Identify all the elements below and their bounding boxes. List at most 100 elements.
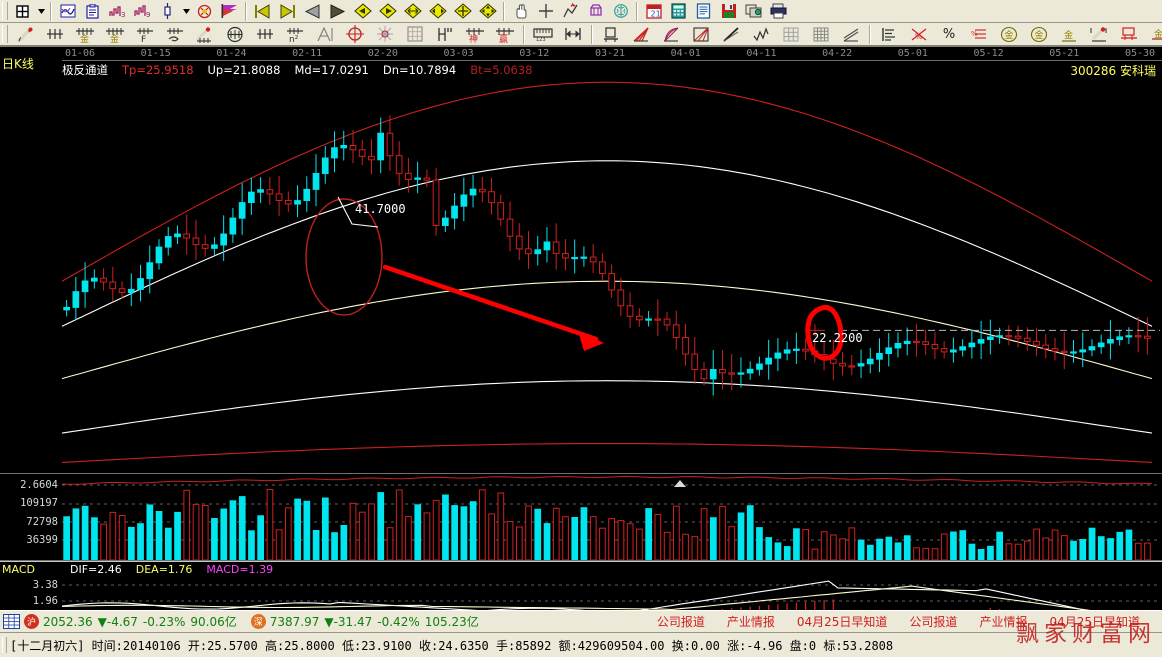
n2-marks-icon[interactable]: n² [280, 23, 310, 45]
skip-end-icon[interactable] [275, 1, 300, 22]
floppy-disk-icon[interactable] [716, 1, 741, 22]
news-item[interactable]: 公司报道 [656, 615, 705, 629]
index-sh-group[interactable]: 沪 2052.36 ▼-4.67 -0.23% 90.06亿 [24, 613, 251, 630]
calculator-icon[interactable] [666, 1, 691, 22]
pen-line-icon[interactable] [1084, 23, 1114, 45]
news-item[interactable]: 产业情报 [979, 615, 1028, 629]
pen-marks-icon[interactable] [190, 23, 220, 45]
candle-icon[interactable] [155, 1, 180, 22]
wave-marks-icon[interactable] [160, 23, 190, 45]
skip-start-icon[interactable] [250, 1, 275, 22]
overlay-icon[interactable] [55, 1, 80, 22]
grid-icon[interactable] [776, 23, 806, 45]
status-grip [2, 637, 7, 653]
parallel-lines-icon[interactable] [836, 23, 866, 45]
trendline-icon[interactable] [716, 23, 746, 45]
h-quote-icon[interactable] [430, 23, 460, 45]
macd-header: DIF=2.46 DEA=1.76 MACD=1.39 [70, 563, 287, 576]
price-pane[interactable]: 41.7000 22.2200 [0, 77, 1162, 475]
indicator-3-icon[interactable]: 3 [105, 1, 130, 22]
gold-box-line-icon[interactable]: 金 [1144, 23, 1162, 45]
spider-icon[interactable] [370, 23, 400, 45]
pen-red-icon[interactable] [10, 23, 40, 45]
volume-pane[interactable]: 2.6604 109197 72798 36399 [0, 475, 1162, 562]
crosshair-icon[interactable] [533, 1, 558, 22]
play-right-icon[interactable] [325, 1, 350, 22]
clipboard-icon[interactable] [80, 1, 105, 22]
news-item[interactable]: 04月25日早知道 [796, 615, 888, 629]
svg-text:金: 金 [1005, 29, 1014, 41]
market-index-bar: 沪 2052.36 ▼-4.67 -0.23% 90.06亿 深 7387.97… [0, 610, 1162, 632]
all-marks-icon[interactable] [310, 23, 340, 45]
arrows-horizontal-diamond-icon[interactable] [400, 1, 425, 22]
date-tick: 03-12 [519, 48, 550, 59]
indicator-tp: Tp=25.9518 [122, 63, 194, 77]
red-box-line-icon[interactable] [1114, 23, 1144, 45]
target-icon[interactable] [340, 23, 370, 45]
svg-text:F: F [141, 35, 146, 43]
fan-box-icon[interactable] [686, 23, 716, 45]
circle-marks-icon[interactable] [220, 23, 250, 45]
percent-lines-icon[interactable]: % [964, 23, 994, 45]
arrows-cross-diamond-icon[interactable] [450, 1, 475, 22]
gold-circle-alt-icon[interactable]: 金 [1024, 23, 1054, 45]
gold-marks-alt-icon[interactable]: 金 [100, 23, 130, 45]
sh-amount: 90.06亿 [190, 615, 237, 629]
arrow-left-diamond-icon[interactable] [350, 1, 375, 22]
play-left-icon[interactable] [300, 1, 325, 22]
fan-purple-icon[interactable] [656, 23, 686, 45]
toolbar-grip[interactable] [2, 25, 8, 43]
news-item[interactable]: 04月25日早知道 [1049, 615, 1140, 629]
index-sz-group[interactable]: 深 7387.97 ▼-31.47 -0.42% 105.23亿 [250, 613, 493, 630]
svg-text:金: 金 [110, 33, 119, 43]
indicator-bt: Bt=5.0638 [470, 63, 533, 77]
flag-icon[interactable] [217, 1, 242, 22]
zigzag-icon[interactable] [746, 23, 776, 45]
printer-icon[interactable] [766, 1, 791, 22]
percent-icon[interactable]: % [942, 26, 956, 42]
frame-icon[interactable] [596, 23, 626, 45]
indicator-9-icon[interactable]: 9 [130, 1, 155, 22]
levels-icon[interactable] [874, 23, 904, 45]
box-grid-icon[interactable] [400, 23, 430, 45]
gold-circle-icon[interactable]: 金 [994, 23, 1024, 45]
formula-icon[interactable] [192, 1, 217, 22]
arrows-four-diamond-icon[interactable] [475, 1, 500, 22]
volume-baseline [0, 560, 1162, 562]
ying-marks-icon[interactable]: 赢 [490, 23, 520, 45]
arrows-expand-diamond-icon[interactable] [425, 1, 450, 22]
period-day-button[interactable] [10, 1, 35, 22]
news-ticker[interactable]: 公司报道 产业情报 04月25日早知道 公司报道 产业情报 04月25日早知道 [657, 613, 1162, 630]
candle-dropdown-button[interactable] [180, 1, 192, 22]
copy-icon[interactable] [741, 1, 766, 22]
grid-marks-icon[interactable] [40, 23, 70, 45]
ruler-icon[interactable]: 123 [528, 23, 558, 45]
period-dropdown-button[interactable] [35, 1, 47, 22]
hand-icon[interactable] [508, 1, 533, 22]
tick-marks-icon[interactable] [250, 23, 280, 45]
grid-dense-icon[interactable] [806, 23, 836, 45]
calendar-21-icon[interactable]: 21 [641, 1, 666, 22]
percent-cross-icon[interactable]: % [904, 23, 934, 45]
date-tick: 05-01 [897, 48, 928, 59]
draw-pen-icon[interactable]: A [558, 1, 583, 22]
brain-icon[interactable] [608, 1, 633, 22]
news-item[interactable]: 公司报道 [909, 615, 958, 629]
stock-identifier: 300286 安科瑞 [1070, 62, 1156, 79]
gold-marks-icon[interactable]: 金 [70, 23, 100, 45]
arrow-right-diamond-icon[interactable] [375, 1, 400, 22]
news-item[interactable]: 产业情报 [726, 615, 775, 629]
svg-text:神: 神 [469, 33, 478, 43]
grid-toggle-icon[interactable] [3, 614, 20, 629]
notes-icon[interactable] [691, 1, 716, 22]
shape-icon[interactable] [583, 1, 608, 22]
gold-line-icon[interactable]: 金 [1054, 23, 1084, 45]
shen-marks-icon[interactable]: 神 [460, 23, 490, 45]
sz-percent: -0.42% [377, 614, 420, 629]
fan-red-icon[interactable] [626, 23, 656, 45]
chart-window[interactable]: 日K线 01-06 01-15 01-24 02-11 02-20 03-03 03-12 0… [0, 47, 1162, 638]
toolbar-grip[interactable] [2, 2, 8, 20]
f-marks-icon[interactable]: F [130, 23, 160, 45]
sz-amount: 105.23亿 [424, 615, 479, 629]
span-arrows-icon[interactable] [558, 23, 588, 45]
